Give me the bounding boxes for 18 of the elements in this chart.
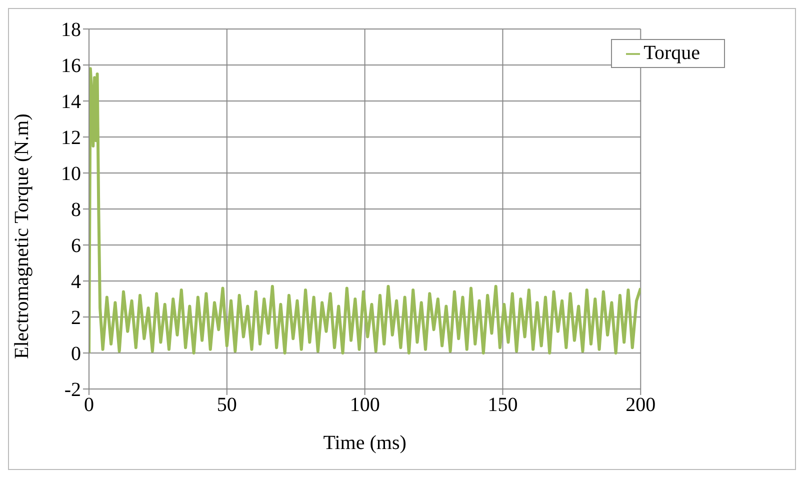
y-tick-label: 6: [71, 235, 81, 258]
y-tick-label: 8: [71, 199, 81, 222]
x-tick-label: 50: [216, 394, 237, 416]
x-axis-title: Time (ms): [323, 432, 406, 454]
y-tick-label: 14: [61, 91, 81, 114]
y-axis-title: Electromagnetic Torque (N.m): [11, 114, 34, 359]
x-tick-label: 200: [626, 394, 656, 416]
y-tick-label: 18: [61, 19, 81, 42]
legend-label: Torque: [644, 42, 700, 64]
x-tick-label: 100: [350, 394, 380, 416]
y-tick-label: 10: [61, 163, 81, 186]
y-tick-label: 0: [71, 343, 81, 366]
y-tick-label: 16: [61, 55, 81, 78]
y-tick-label: 2: [71, 307, 81, 330]
y-tick-label: 12: [61, 127, 81, 150]
y-tick-label: 4: [71, 271, 81, 294]
x-tick-label: 150: [488, 394, 518, 416]
y-tick-label: -2: [64, 379, 81, 402]
